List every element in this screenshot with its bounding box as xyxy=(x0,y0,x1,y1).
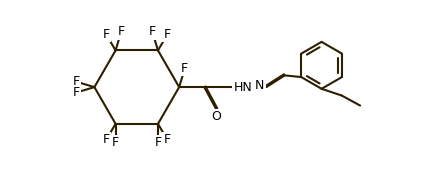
Text: F: F xyxy=(155,136,162,149)
Text: F: F xyxy=(72,75,80,88)
Text: F: F xyxy=(103,28,110,41)
Text: F: F xyxy=(181,62,188,75)
Text: HN: HN xyxy=(234,81,252,94)
Text: F: F xyxy=(117,25,125,38)
Text: F: F xyxy=(164,28,171,41)
Text: F: F xyxy=(164,133,171,146)
Text: F: F xyxy=(149,25,156,38)
Text: N: N xyxy=(255,79,264,92)
Text: F: F xyxy=(72,86,80,99)
Text: F: F xyxy=(103,133,110,146)
Text: O: O xyxy=(211,110,221,123)
Text: F: F xyxy=(112,136,119,149)
